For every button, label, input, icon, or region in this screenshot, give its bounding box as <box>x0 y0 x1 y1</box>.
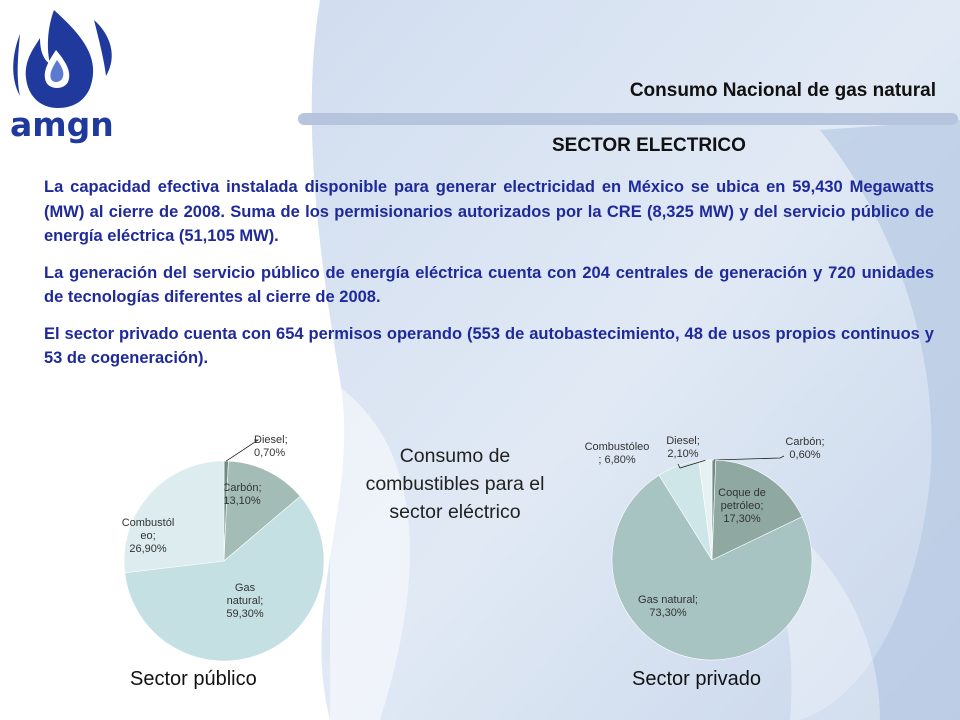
amgn-logo <box>13 10 112 108</box>
caption-sector-privado: Sector privado <box>632 668 761 690</box>
pie-slice-gas-natural <box>611 474 813 661</box>
leader-line-carbon <box>713 455 785 461</box>
slice-label-combustoleo: Combustól eo; 26,90% <box>122 517 175 555</box>
pie-slice-combustoleo <box>123 460 225 574</box>
section-subtitle: SECTOR ELECTRICO <box>552 135 746 156</box>
slice-label-coque-de-petroleo: Coque de petróleo; 17,30% <box>718 487 766 525</box>
slice-label-diesel: Diesel; 0,70% <box>254 434 288 459</box>
pie-slice-diesel <box>698 459 713 561</box>
pie-slice-gas-natural <box>124 495 325 662</box>
pie-slice-carbon <box>223 460 301 562</box>
slice-label-diesel: Diesel; 2,10% <box>666 435 700 460</box>
paragraph-generation: La generación del servicio público de en… <box>44 263 934 307</box>
slice-label-carbon: Carbón; 13,10% <box>222 482 261 507</box>
slice-label-combustoleo: Combustóleo; 6,80% <box>585 441 650 466</box>
slice-label-gas-natural: Gas natural; 73,30% <box>638 594 698 619</box>
paragraph-private: El sector privado cuenta con 654 permiso… <box>44 324 934 368</box>
title-divider <box>298 113 958 125</box>
paragraph-capacity: La capacidad efectiva instalada disponib… <box>44 178 934 245</box>
pie-slice-coque-de-petroleo <box>711 459 803 561</box>
leader-line-diesel <box>677 459 706 469</box>
caption-sector-publico: Sector público <box>130 668 257 690</box>
logo-text: amgn <box>10 105 114 144</box>
leader-line-diesel <box>225 439 260 462</box>
slice-label-carbon: Carbón; 0,60% <box>785 436 824 461</box>
page-title: Consumo Nacional de gas natural <box>629 80 936 101</box>
body-text: La capacidad efectiva instalada disponib… <box>44 175 934 383</box>
pie-chart-sector-publico: Diesel; 0,70% Carbón; 13,10% Gas natural; 59,3… <box>122 434 325 662</box>
slice-label-gas-natural: Gas natural; 59,30% <box>226 582 264 620</box>
pie-chart-sector-privado: Carbón; 0,60% Coque de petróleo; 17,30% Gas n… <box>585 435 825 661</box>
charts-title: Consumo de combustibles para el sector e… <box>365 445 545 523</box>
